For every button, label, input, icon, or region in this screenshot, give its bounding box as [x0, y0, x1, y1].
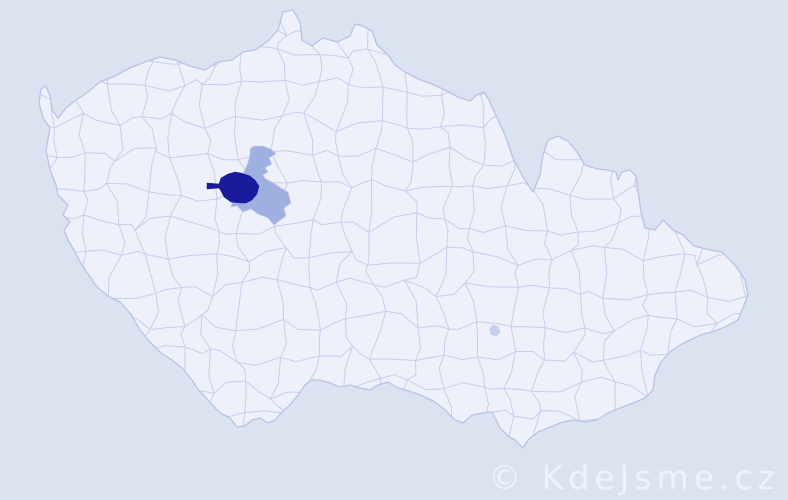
district-highlight-dark[interactable]: [206, 171, 260, 204]
watermark: © KdeJsme.cz: [488, 458, 780, 497]
country-landmass: [39, 10, 748, 448]
district-highlight-medium[interactable]: [230, 145, 292, 226]
district-highlight-faint[interactable]: [489, 324, 501, 337]
country-outline: [38, 9, 749, 449]
